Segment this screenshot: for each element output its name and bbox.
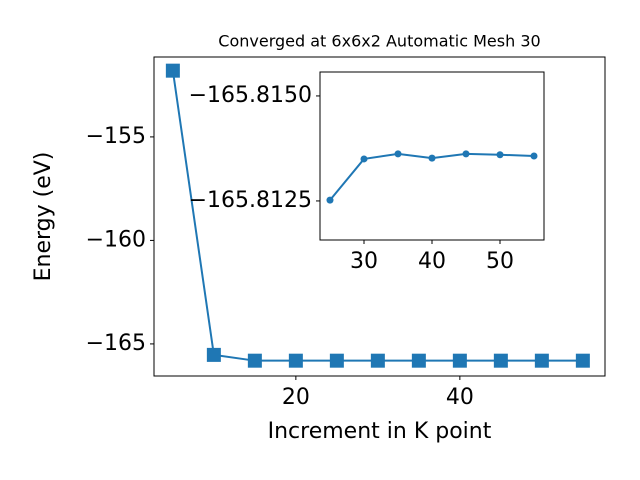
y-tick-label: −160: [86, 227, 146, 252]
marker: [326, 196, 334, 204]
marker: [329, 353, 344, 368]
marker: [534, 353, 549, 368]
y-tick-label: −165: [86, 331, 146, 356]
x-tick-label: 20: [282, 385, 310, 410]
x-tick-label: 30: [350, 249, 378, 274]
marker: [370, 353, 385, 368]
marker: [165, 63, 180, 78]
marker: [452, 353, 467, 368]
y-tick-label: −165.8150: [189, 83, 312, 108]
x-tick-label: 50: [486, 249, 514, 274]
x-tick-label: 40: [418, 249, 446, 274]
marker: [206, 347, 221, 362]
y-tick-label: −165.8125: [189, 188, 312, 213]
x-axis-label: Increment in K point: [268, 419, 492, 444]
marker: [496, 151, 504, 159]
x-tick-label: 40: [446, 385, 474, 410]
y-tick-label: −155: [86, 124, 146, 149]
marker: [530, 152, 538, 160]
marker: [575, 353, 590, 368]
marker: [247, 353, 262, 368]
marker: [288, 353, 303, 368]
marker: [462, 150, 470, 158]
marker: [493, 353, 508, 368]
chart-title: Converged at 6x6x2 Automatic Mesh 30: [218, 32, 540, 51]
marker: [411, 353, 426, 368]
marker: [394, 150, 402, 158]
marker: [428, 154, 436, 162]
y-axis-label: Energy (eV): [31, 152, 56, 282]
marker: [360, 155, 368, 163]
